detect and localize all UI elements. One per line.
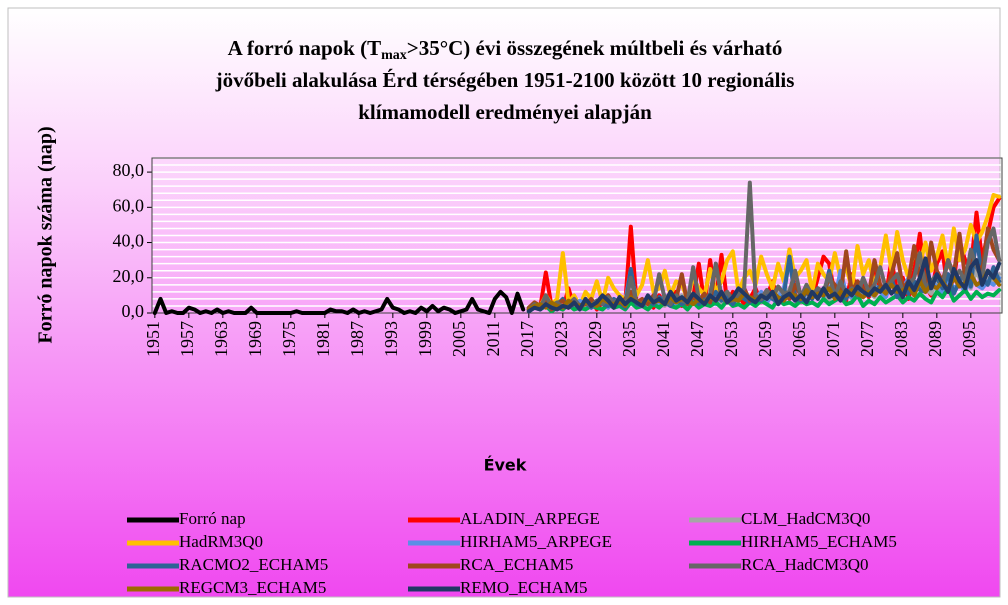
- x-tick-label: 2095: [959, 321, 979, 357]
- legend-label: HIRHAM5_ARPEGE: [460, 532, 612, 551]
- title-part: A forró napok (T: [228, 36, 381, 60]
- x-tick-label: 2059: [755, 321, 775, 357]
- legend-label: RACMO2_ECHAM5: [179, 555, 328, 574]
- legend-label: HIRHAM5_ECHAM5: [741, 532, 897, 551]
- legend-label: ALADIN_ARPEGE: [460, 509, 600, 528]
- x-tick-label: 2017: [517, 321, 537, 357]
- series-line: [152, 289, 526, 315]
- x-axis-title: Évek: [484, 456, 527, 475]
- x-tick-label: 1981: [313, 321, 333, 357]
- plot-border: [151, 157, 1003, 314]
- x-tick-label: 1993: [381, 321, 401, 357]
- x-tick-label: 2071: [823, 321, 843, 357]
- x-tick-label: 2023: [551, 321, 571, 357]
- x-tick-label: 1951: [143, 321, 163, 357]
- legend-label: RCA_ECHAM5: [460, 555, 573, 574]
- chart-title: A forró napok (Tmax>35°C) évi összegének…: [228, 36, 783, 63]
- x-tick-label: 2077: [857, 321, 877, 357]
- series-line: [526, 256, 1002, 314]
- x-tick-label: 1957: [177, 321, 197, 357]
- y-axis-title: Forró napok száma (nap): [35, 126, 57, 343]
- title-subscript: max: [381, 48, 407, 63]
- x-tick-label: 2011: [483, 321, 503, 356]
- x-tick-label: 2047: [687, 321, 707, 357]
- legend-label: RCA_HadCM3Q0: [741, 555, 869, 574]
- chart-title: jövőbeli alakulása Érd térségében 1951-2…: [215, 68, 795, 92]
- legend-label: REMO_ECHAM5: [460, 578, 588, 597]
- x-tick-label: 2029: [585, 321, 605, 357]
- x-tick-label: 2005: [449, 321, 469, 357]
- x-tick-label: 2083: [891, 321, 911, 357]
- legend-label: REGCM3_ECHAM5: [179, 578, 326, 597]
- y-tick-label: 80,0: [113, 160, 145, 180]
- x-tick-label: 2089: [925, 321, 945, 357]
- x-tick-label: 2065: [789, 321, 809, 357]
- x-tick-label: 2035: [619, 321, 639, 357]
- legend-label: CLM_HadCM3Q0: [741, 509, 870, 528]
- y-tick-label: 60,0: [113, 195, 145, 215]
- x-tick-label: 2053: [721, 321, 741, 357]
- title-part: >35°C) évi összegének múltbeli és várhat…: [407, 36, 783, 60]
- x-tick-label: 1963: [211, 321, 231, 357]
- chart-title: klímamodell eredményei alapján: [358, 100, 652, 124]
- x-tick-label: 2041: [653, 321, 673, 357]
- legend-label: Forró nap: [179, 509, 246, 528]
- x-tick-label: 1999: [415, 321, 435, 357]
- y-tick-label: 40,0: [113, 231, 145, 251]
- y-tick-label: 20,0: [113, 266, 145, 286]
- x-tick-label: 1987: [347, 321, 367, 357]
- x-tick-label: 1975: [279, 321, 299, 357]
- legend-label: HadRM3Q0: [179, 532, 263, 551]
- x-tick-label: 1969: [245, 321, 265, 357]
- y-tick-label: 0,0: [122, 301, 145, 321]
